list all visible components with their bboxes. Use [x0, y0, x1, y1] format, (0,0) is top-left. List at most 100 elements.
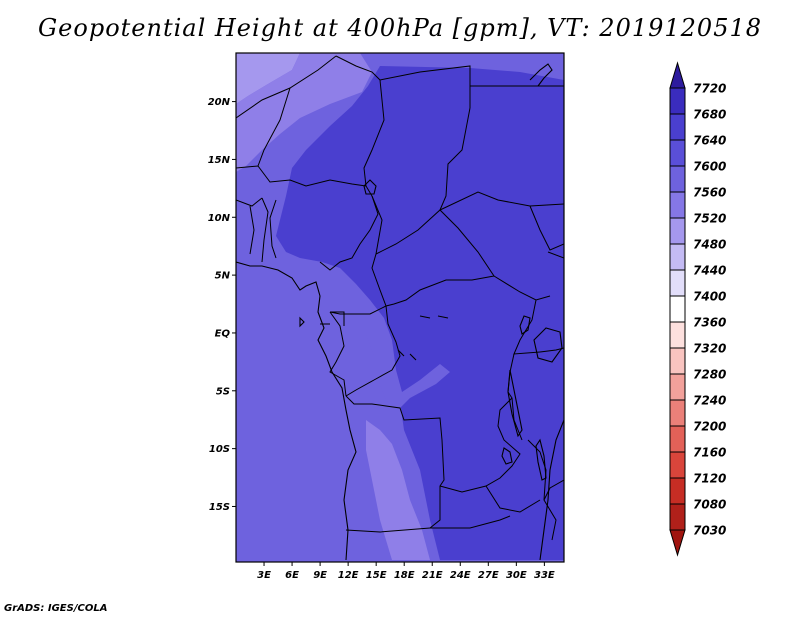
border-mozambique [543, 479, 564, 501]
colorbar-swatch [669, 269, 686, 297]
lat-tick-label: 5S [216, 386, 230, 397]
colorbar-label: 7080 [693, 498, 726, 512]
colorbar-swatch [669, 425, 686, 453]
colorbar-swatch [669, 165, 686, 193]
lake-tanganyika [507, 369, 523, 438]
lon-tick-label: 6E [285, 570, 299, 581]
colorbar-swatch [669, 191, 686, 219]
border-niger-south [236, 165, 367, 187]
lat-tick-label: 15S [209, 502, 230, 513]
colorbar-swatch [669, 321, 686, 349]
colorbar-label: 7440 [693, 264, 726, 278]
page-title: Geopotential Height at 400hPa [gpm], VT:… [38, 14, 762, 42]
lat-tick-label: 20N [208, 97, 231, 108]
lon-tick-label: 3E [257, 570, 271, 581]
colorbar-label: 7400 [693, 290, 726, 304]
colorbar-label: 7240 [693, 394, 726, 408]
colorbar-swatch [669, 399, 686, 427]
lon-tick-label: 30E [506, 570, 527, 581]
border-ssudan-east [529, 205, 564, 251]
colorbar-label: 7200 [693, 420, 726, 434]
border-nigeria-east [319, 195, 379, 271]
colorbar-label: 7600 [693, 160, 726, 174]
lat-tick-label: EQ [215, 328, 231, 339]
coastlines [236, 63, 564, 561]
colorbar-label: 7560 [693, 186, 726, 200]
colorbar-swatch [669, 139, 686, 167]
lake-albert [519, 315, 531, 335]
colorbar-label: 7320 [693, 342, 726, 356]
height-fill-sw-light [366, 420, 430, 560]
border-zimbabwe [485, 485, 541, 513]
lon-tick-label: 18E [394, 570, 415, 581]
coastline-red-sea [529, 63, 553, 87]
colorbar-swatch [669, 451, 686, 479]
colorbar-label: 7640 [693, 134, 726, 148]
colorbar-label: 7030 [693, 524, 726, 538]
colorbar-swatch [669, 477, 686, 505]
lat-tick-label: 5N [215, 271, 231, 282]
border-ghana [236, 197, 263, 207]
map-frame [235, 52, 565, 563]
border-niger-north [335, 55, 381, 81]
colorbar-swatch [669, 243, 686, 271]
lake-malawi [535, 438, 547, 481]
colorbar-label: 7360 [693, 316, 726, 330]
lake-mweru [501, 447, 513, 465]
lon-tick-label: 12E [338, 570, 359, 581]
border-chad-west [363, 79, 385, 197]
colorbar-label: 7280 [693, 368, 726, 382]
colorbar-label: 7680 [693, 108, 726, 122]
border-libya-chad [379, 65, 471, 108]
lake-congo-rivers [397, 315, 449, 361]
coastline-east-africa [539, 419, 564, 561]
height-fill-dark-north [276, 66, 564, 560]
colorbar-label: 7480 [693, 238, 726, 252]
colorbar-swatch [669, 113, 686, 141]
lat-tick-label: 10N [208, 213, 231, 224]
border-gabon-eq [320, 311, 345, 326]
colorbar-max-arrow [669, 61, 686, 89]
lat-tick-label: 15N [208, 155, 231, 166]
longitude-axis: 3E 6E 9E 12E 15E 18E 21E 24E 27E 30E 33E [257, 562, 555, 581]
border-chad-east [439, 107, 471, 211]
border-namibia [430, 515, 511, 529]
latitude-axis: 20N 15N 10N 5N EQ 5S 10S 15S [208, 97, 236, 513]
border-benin-togo [249, 197, 269, 263]
colorbar-swatch [669, 217, 686, 245]
colorbar-swatch [669, 87, 686, 115]
map-panel: 20N 15N 10N 5N EQ 5S 10S 15S 3E 6E 9E 12E 15E 18E 21E… [208, 52, 565, 581]
lon-tick-label: 27E [478, 570, 499, 581]
lon-tick-label: 21E [422, 570, 443, 581]
height-fill-nw-light [236, 53, 372, 172]
border-ethiopia [547, 251, 564, 259]
colorbar-swatch [669, 373, 686, 401]
island-bioko [299, 316, 305, 328]
colorbar: 7720 7680 7640 7600 7560 7520 7480 7440 7400 7360… [669, 61, 726, 557]
map-fill-layer [236, 53, 564, 562]
lake-victoria [533, 327, 563, 363]
border-sudan-ssudan [439, 191, 564, 211]
colorbar-label: 7160 [693, 446, 726, 460]
border-cameroon [329, 195, 387, 315]
lake-chad [363, 179, 377, 195]
lon-tick-label: 15E [366, 570, 387, 581]
height-fill-central-mid [322, 262, 450, 410]
country-borders [236, 55, 564, 541]
colorbar-min-arrow [669, 529, 686, 557]
credit-text: GrADS: IGES/COLA [4, 603, 108, 614]
border-mali-niger [257, 87, 291, 167]
colorbar-swatch [669, 347, 686, 375]
border-drc-east [507, 353, 523, 441]
coastline-gulf-of-guinea [236, 261, 357, 561]
border-malawi [527, 439, 557, 541]
colorbar-label: 7120 [693, 472, 726, 486]
colorbar-swatch [669, 503, 686, 531]
height-fill-nw-lightest [236, 53, 300, 104]
colorbar-label: 7720 [693, 82, 726, 96]
border-angola-south [345, 527, 431, 533]
lon-tick-label: 9E [313, 570, 327, 581]
border-angola-north [345, 395, 443, 441]
border-zambia [439, 397, 521, 493]
